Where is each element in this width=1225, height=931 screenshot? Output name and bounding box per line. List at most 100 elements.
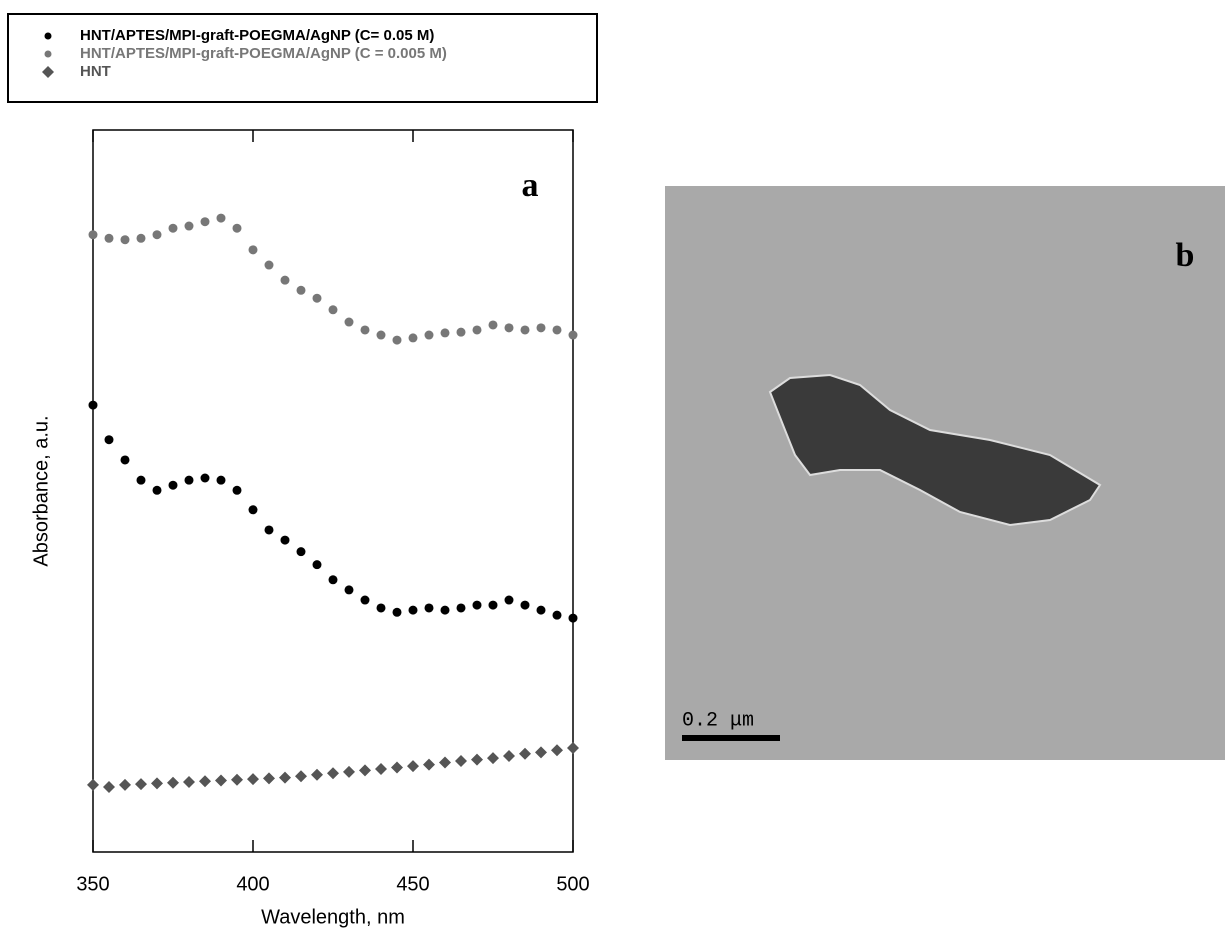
point <box>200 217 210 227</box>
point <box>328 575 338 585</box>
point <box>376 330 386 340</box>
point <box>408 333 418 343</box>
point <box>472 600 482 610</box>
plot-frame <box>92 129 574 853</box>
point <box>360 325 370 335</box>
point <box>296 285 306 295</box>
point <box>311 768 323 781</box>
point <box>408 605 418 615</box>
point <box>344 317 354 327</box>
point <box>360 595 370 605</box>
point <box>344 585 354 595</box>
point <box>392 335 402 345</box>
point <box>152 230 162 240</box>
point <box>167 776 179 789</box>
point <box>327 767 339 780</box>
point <box>536 605 546 615</box>
point <box>184 221 194 231</box>
legend-box <box>7 13 598 103</box>
point <box>280 275 290 285</box>
point <box>376 603 386 613</box>
scale-bar-label: 0.2 μm <box>682 709 754 732</box>
point <box>248 505 258 515</box>
point <box>536 323 546 333</box>
point <box>520 600 530 610</box>
point <box>295 770 307 783</box>
x-tick-label: 500 <box>556 873 589 895</box>
point <box>472 325 482 335</box>
point <box>232 223 242 233</box>
panel-label: b <box>1176 237 1195 274</box>
panel-label: a <box>522 167 539 204</box>
point <box>264 260 274 270</box>
point <box>391 761 403 774</box>
point <box>104 233 114 243</box>
point <box>375 762 387 775</box>
point <box>168 480 178 490</box>
point <box>456 603 466 613</box>
point <box>488 600 498 610</box>
point <box>312 293 322 303</box>
point <box>471 753 483 766</box>
point <box>136 475 146 485</box>
point <box>88 230 98 240</box>
point <box>312 560 322 570</box>
point <box>199 775 211 788</box>
point <box>216 475 226 485</box>
point <box>488 320 498 330</box>
point <box>263 772 275 785</box>
point <box>440 605 450 615</box>
tem-image: b 0.2 μm <box>665 186 1225 760</box>
point <box>152 485 162 495</box>
point <box>568 613 578 623</box>
point <box>87 778 99 791</box>
x-tick-label: 350 <box>76 873 109 895</box>
x-axis-label: Wavelength, nm <box>261 906 405 928</box>
point <box>296 547 306 557</box>
legend-marker <box>44 50 52 58</box>
point <box>280 535 290 545</box>
point <box>487 752 499 765</box>
legend-label: HNT/APTES/MPI-graft-POEGMA/AgNP (C = 0.0… <box>80 45 447 62</box>
point <box>247 773 259 786</box>
point <box>568 330 578 340</box>
point <box>216 213 226 223</box>
point <box>136 233 146 243</box>
point <box>519 747 531 760</box>
point <box>328 305 338 315</box>
point <box>439 756 451 769</box>
point <box>567 742 579 755</box>
point <box>424 330 434 340</box>
point <box>552 610 562 620</box>
point <box>103 781 115 794</box>
point <box>135 778 147 791</box>
point <box>232 485 242 495</box>
point <box>535 746 547 759</box>
point <box>184 475 194 485</box>
point <box>183 775 195 788</box>
point <box>168 223 178 233</box>
x-tick-label: 450 <box>396 873 429 895</box>
point <box>424 603 434 613</box>
point <box>151 777 163 790</box>
legend-label: HNT/APTES/MPI-graft-POEGMA/AgNP (C= 0.05… <box>80 27 434 44</box>
legend-label: HNT <box>80 63 111 80</box>
particle <box>768 373 1102 527</box>
point <box>200 473 210 483</box>
point <box>520 325 530 335</box>
point <box>104 435 114 445</box>
point <box>119 778 131 791</box>
point <box>264 525 274 535</box>
point <box>359 764 371 777</box>
point <box>455 755 467 768</box>
legend-marker <box>44 32 52 40</box>
point <box>88 400 98 410</box>
point <box>423 758 435 771</box>
point <box>215 774 227 787</box>
point <box>551 744 563 757</box>
point <box>407 760 419 773</box>
point <box>503 749 515 762</box>
point <box>504 595 514 605</box>
point <box>392 607 402 617</box>
point <box>552 325 562 335</box>
